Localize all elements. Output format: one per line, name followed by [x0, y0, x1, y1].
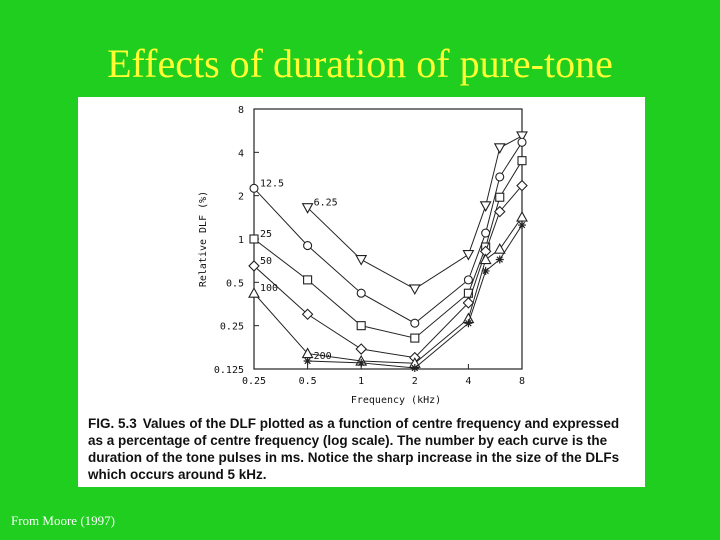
y-tick-label: 2 — [238, 192, 244, 203]
x-tick-label: 2 — [412, 376, 418, 387]
series-line-100 — [253, 216, 523, 364]
source-credit: From Moore (1997) — [11, 513, 115, 528]
marker-diamond — [355, 343, 367, 355]
marker-circle — [517, 137, 527, 147]
marker-triangle-up — [248, 287, 260, 298]
y-tick-label: 0.125 — [214, 365, 244, 376]
y-tick-label: 4 — [238, 148, 244, 159]
figure-panel: 0.25 0.5 1 2 4 8 0.125 0.25 0.5 1 2 4 8 Frequency (kH… — [78, 97, 645, 487]
series-label: 12.5 — [260, 178, 284, 189]
marker-diamond — [301, 308, 314, 321]
series-label: 25 — [260, 229, 272, 240]
caption-text: Values of the DLF plotted as a function … — [88, 416, 620, 482]
x-tick-label: 0.25 — [242, 376, 266, 387]
y-tick-label: 0.25 — [220, 322, 244, 333]
marker-diamond — [516, 179, 528, 192]
marker-diamond — [248, 260, 260, 272]
y-tick-label: 1 — [238, 235, 244, 246]
marker-asterisk — [357, 358, 366, 367]
marker-square — [303, 275, 313, 285]
marker-asterisk — [410, 364, 419, 373]
series-line-12-5 — [253, 141, 523, 324]
marker-triangle-up — [479, 253, 492, 265]
slide-title: Effects of duration of pure-tone — [107, 41, 613, 86]
marker-circle — [249, 183, 259, 193]
series-line-50 — [253, 185, 523, 359]
marker-triangle-down — [355, 254, 368, 266]
x-tick-label: 1 — [358, 376, 364, 387]
marker-asterisk — [464, 319, 473, 328]
y-axis-label: Relative DLF (%) — [198, 191, 209, 287]
marker-triangle-down — [462, 249, 475, 261]
series-label: 50 — [260, 256, 272, 267]
marker-square — [410, 333, 420, 343]
marker-triangle-down — [301, 203, 314, 214]
marker-circle — [495, 172, 505, 182]
marker-asterisk — [303, 357, 312, 366]
marker-triangle-down — [479, 201, 492, 212]
x-tick-label: 8 — [519, 376, 525, 387]
y-tick-label: 8 — [238, 105, 244, 116]
series-label: 6.25 — [314, 198, 338, 209]
series-line-6-25 — [307, 135, 523, 290]
plot-frame — [253, 108, 523, 370]
marker-square — [356, 321, 366, 331]
marker-triangle-up — [516, 210, 528, 222]
marker-square — [517, 156, 527, 166]
series-label: 200 — [314, 351, 332, 362]
marker-asterisk — [518, 221, 526, 230]
y-tick-label: 0.5 — [226, 278, 244, 289]
marker-asterisk — [495, 255, 504, 264]
marker-circle — [303, 241, 313, 251]
marker-circle — [410, 318, 420, 328]
marker-diamond — [493, 205, 506, 218]
x-tick-label: 4 — [465, 376, 471, 387]
marker-triangle-up — [493, 243, 506, 254]
figure-caption: FIG. 5.3 Values of the DLF plotted as a f… — [88, 415, 636, 483]
marker-triangle-down — [516, 131, 528, 143]
marker-diamond — [462, 297, 475, 309]
marker-square — [249, 234, 259, 244]
x-tick-label: 0.5 — [299, 376, 317, 387]
marker-triangle-down — [408, 284, 421, 296]
marker-circle — [463, 275, 473, 285]
figure-label: FIG. 5.3 — [88, 416, 137, 431]
marker-circle — [356, 288, 366, 298]
marker-square — [495, 192, 505, 202]
marker-asterisk — [481, 266, 490, 275]
marker-triangle-down — [493, 143, 506, 154]
series-label: 100 — [260, 283, 278, 294]
x-axis-label: Frequency (kHz) — [351, 395, 441, 406]
series-line-25 — [253, 160, 523, 339]
